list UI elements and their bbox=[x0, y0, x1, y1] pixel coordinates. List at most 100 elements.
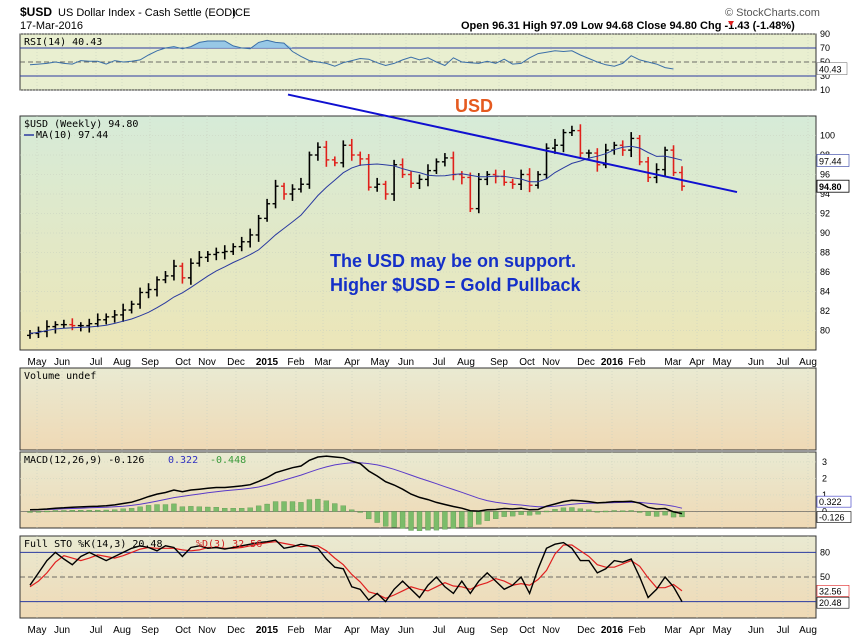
price-bar bbox=[77, 322, 84, 332]
macd-histogram-bar bbox=[44, 510, 50, 513]
price-bar bbox=[357, 151, 364, 166]
macd-histogram-bar bbox=[239, 508, 245, 512]
macd-tick-label: 2 bbox=[822, 473, 827, 483]
price-bar bbox=[467, 172, 474, 213]
price-tick-label: 82 bbox=[820, 306, 830, 316]
macd-histogram-bar bbox=[145, 505, 152, 512]
macd-histogram-bar bbox=[526, 511, 533, 516]
macd-histogram-bar bbox=[560, 507, 567, 512]
rsi-tick-label: 30 bbox=[820, 71, 830, 81]
ma-legend-label: MA(10) 97.44 bbox=[36, 130, 108, 141]
macd-histogram-bar bbox=[137, 506, 143, 512]
macd-histogram-bar bbox=[408, 511, 414, 531]
price-layer bbox=[27, 93, 738, 339]
price-bar bbox=[543, 143, 550, 180]
macd-histogram-bar bbox=[323, 500, 330, 512]
x-axis-tick-label: Jul bbox=[90, 357, 103, 368]
price-bar bbox=[213, 247, 220, 261]
sto-title-k: Full STO %K(14,3) 20.48 bbox=[24, 539, 162, 550]
annotation-line-1: The USD may be on support. bbox=[330, 251, 576, 271]
macd-histogram-bar bbox=[298, 502, 304, 512]
price-bar bbox=[365, 154, 372, 191]
macd-histogram-bar bbox=[154, 504, 160, 512]
rsi-line bbox=[29, 39, 674, 70]
macd-histogram-bar bbox=[382, 511, 389, 527]
price-bar bbox=[230, 243, 237, 255]
exchange-label: ICE bbox=[232, 7, 250, 19]
price-bar bbox=[94, 313, 101, 328]
macd-title: MACD(12,26,9) -0.126 0.322 -0.448 bbox=[24, 455, 246, 466]
price-bar bbox=[264, 198, 271, 222]
price-tick-label: 80 bbox=[820, 326, 830, 336]
macd-histogram-bar bbox=[637, 511, 643, 513]
macd-histogram-bar bbox=[611, 510, 617, 512]
x-axis-tick-label: Aug bbox=[799, 625, 817, 636]
macd-histogram-bar bbox=[315, 498, 321, 512]
macd-histogram-bar bbox=[35, 511, 42, 513]
x-axis-tick-label: 2016 bbox=[601, 357, 624, 368]
x-axis-tick-label: Aug bbox=[799, 357, 817, 368]
price-tick-label: 96 bbox=[820, 170, 830, 180]
macd-histogram-bar bbox=[264, 503, 270, 512]
macd-histogram-bar bbox=[552, 509, 558, 512]
price-bar bbox=[196, 251, 203, 267]
price-bar bbox=[408, 171, 415, 188]
macd-last-box bbox=[816, 511, 852, 523]
x-axis-tick-label: Mar bbox=[664, 357, 682, 368]
price-bar bbox=[382, 180, 389, 200]
x-axis-tick-label: Feb bbox=[628, 357, 646, 368]
price-bar bbox=[535, 171, 542, 189]
x-axis-tick-label: Dec bbox=[577, 625, 595, 636]
date-label: 17-Mar-2016 bbox=[20, 20, 83, 32]
x-axis-tick-label: Feb bbox=[628, 625, 646, 636]
x-axis-tick-label: Apr bbox=[689, 625, 705, 636]
macd-histogram-bar bbox=[78, 510, 84, 512]
macd-histogram-bar bbox=[416, 511, 423, 531]
x-axis-tick-label: Apr bbox=[689, 357, 705, 368]
price-title: $USD (Weekly) 94.80 bbox=[24, 119, 138, 130]
price-bar bbox=[120, 303, 127, 322]
price-bar bbox=[585, 149, 592, 159]
x-axis-tick-label: Aug bbox=[457, 625, 475, 636]
sto-title-d: %D(3) 32.56 bbox=[196, 539, 262, 550]
macd-histogram-bar bbox=[128, 508, 135, 512]
macd-histogram-bar bbox=[433, 511, 440, 531]
macd-histogram-bar bbox=[586, 509, 592, 512]
macd-line bbox=[29, 455, 683, 515]
x-axis-tick-label: May bbox=[371, 625, 390, 636]
x-axis-tick-label: Mar bbox=[664, 625, 682, 636]
price-bar bbox=[179, 262, 186, 284]
volume-title: Volume undef bbox=[24, 371, 96, 382]
macd-histogram-bar bbox=[349, 509, 355, 512]
price-bar bbox=[518, 169, 525, 191]
sto-tick-label: 50 bbox=[820, 572, 830, 582]
x-axis-tick-label: Jul bbox=[777, 357, 790, 368]
rsi-last-value-box bbox=[816, 62, 848, 75]
x-axis-tick-label: 2016 bbox=[601, 625, 624, 636]
sto-d-line bbox=[29, 541, 683, 599]
macd-histogram-bar bbox=[603, 510, 609, 513]
x-axis-tick-label: Sep bbox=[141, 625, 159, 636]
macd-layer bbox=[20, 455, 816, 531]
macd-histogram-bar bbox=[52, 510, 59, 512]
macd-histogram-bar bbox=[306, 499, 313, 512]
macd-histogram-bar bbox=[484, 511, 490, 521]
macd-histogram-bar bbox=[205, 506, 211, 512]
x-axis-tick-label: Jun bbox=[398, 625, 414, 636]
macd-histogram-bar bbox=[577, 508, 584, 512]
price-bar bbox=[170, 259, 177, 281]
price-bar bbox=[323, 140, 330, 167]
x-axis-tick-label: Feb bbox=[287, 625, 305, 636]
price-bar bbox=[331, 156, 338, 167]
close-last-value: 94.80 bbox=[819, 182, 842, 192]
macd-histogram-bar bbox=[162, 504, 169, 512]
x-axis-tick-label: Nov bbox=[198, 625, 216, 636]
macd-histogram-bar bbox=[450, 511, 457, 529]
rsi-tick-label: 50 bbox=[820, 57, 830, 67]
price-bar bbox=[69, 318, 76, 331]
price-bar bbox=[526, 168, 533, 193]
price-bar bbox=[484, 171, 491, 186]
macd-signal-last-box bbox=[816, 495, 852, 508]
x-axis-tick-label: Mar bbox=[314, 625, 332, 636]
price-bar bbox=[137, 287, 144, 309]
